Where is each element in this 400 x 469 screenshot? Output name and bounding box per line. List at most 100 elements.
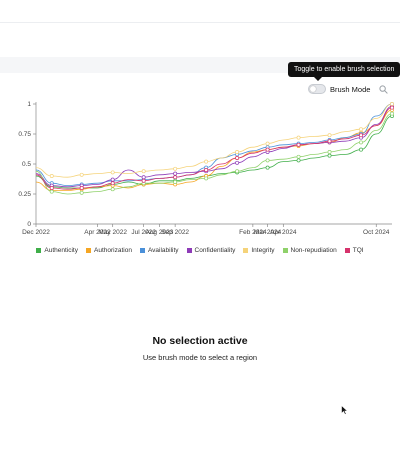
legend-label: Confidentiality bbox=[194, 247, 236, 254]
legend-swatch bbox=[139, 248, 145, 253]
y-tick-label: 0.25 bbox=[18, 191, 31, 198]
legend-item[interactable]: Confidentiality bbox=[186, 247, 236, 254]
header-divider bbox=[0, 22, 400, 23]
data-point[interactable] bbox=[235, 169, 240, 174]
brush-toolbar: Brush Mode bbox=[308, 83, 370, 95]
legend-swatch bbox=[344, 248, 350, 253]
data-point[interactable] bbox=[49, 186, 54, 190]
data-point[interactable] bbox=[173, 175, 178, 180]
data-point[interactable] bbox=[204, 176, 209, 181]
legend-item[interactable]: Integrity bbox=[243, 247, 275, 254]
legend-swatch bbox=[282, 248, 288, 253]
data-point[interactable] bbox=[235, 150, 240, 154]
series-line bbox=[35, 103, 393, 187]
legend-item[interactable]: Authorization bbox=[86, 247, 132, 254]
data-point[interactable] bbox=[265, 147, 270, 152]
x-tick-label: Mar 2024 bbox=[254, 229, 282, 236]
data-point[interactable] bbox=[110, 181, 115, 186]
data-point[interactable] bbox=[296, 154, 301, 159]
y-tick-label: 0 bbox=[27, 221, 31, 228]
data-point[interactable] bbox=[327, 153, 332, 158]
data-point[interactable] bbox=[235, 156, 240, 160]
brush-mode-toggle[interactable] bbox=[308, 84, 326, 94]
legend-swatch bbox=[186, 248, 192, 253]
data-point[interactable] bbox=[359, 133, 363, 138]
data-point[interactable] bbox=[173, 171, 178, 176]
y-tick-label: 0.75 bbox=[18, 131, 31, 138]
data-point[interactable] bbox=[235, 160, 240, 165]
data-point[interactable] bbox=[296, 158, 301, 163]
legend-label: Authorization bbox=[94, 247, 132, 254]
x-tick-label: Dec 2022 bbox=[22, 229, 50, 236]
magnifier-icon[interactable] bbox=[379, 85, 388, 94]
toggle-knob bbox=[310, 86, 316, 92]
data-point[interactable] bbox=[110, 170, 115, 175]
data-point[interactable] bbox=[390, 105, 394, 110]
legend-label: Authenticity bbox=[44, 247, 78, 254]
legend-label: Availability bbox=[147, 247, 179, 254]
legend-label: Integrity bbox=[251, 247, 275, 254]
data-point[interactable] bbox=[141, 178, 146, 183]
data-point[interactable] bbox=[79, 172, 84, 177]
series-line bbox=[35, 107, 393, 190]
x-tick-label: Oct 2024 bbox=[363, 229, 390, 236]
legend-item[interactable]: Authenticity bbox=[36, 247, 78, 254]
data-point[interactable] bbox=[173, 166, 178, 171]
data-point[interactable] bbox=[265, 158, 270, 163]
mouse-cursor-icon bbox=[341, 405, 348, 415]
series-availability[interactable] bbox=[35, 102, 394, 187]
data-point[interactable] bbox=[173, 180, 178, 184]
y-tick-label: 0.5 bbox=[22, 161, 31, 168]
series-line bbox=[35, 113, 393, 195]
data-point[interactable] bbox=[110, 177, 115, 182]
data-point[interactable] bbox=[79, 186, 84, 190]
x-tick-label: Apr 2024 bbox=[270, 229, 297, 236]
x-tick-label: Sep 2022 bbox=[161, 229, 189, 236]
data-point[interactable] bbox=[141, 175, 146, 180]
legend-swatch bbox=[243, 248, 249, 253]
y-tick-label: 1 bbox=[27, 101, 31, 108]
empty-state-title: No selection active bbox=[152, 335, 248, 347]
data-point[interactable] bbox=[49, 174, 54, 178]
data-point[interactable] bbox=[359, 140, 363, 145]
series-line bbox=[35, 115, 393, 189]
series-non-repudiation[interactable] bbox=[35, 111, 394, 195]
data-point[interactable] bbox=[204, 168, 209, 172]
x-tick-label: May 2022 bbox=[98, 229, 127, 236]
data-point[interactable] bbox=[296, 142, 301, 147]
empty-state-subtitle: Use brush mode to select a region bbox=[142, 353, 258, 362]
data-point[interactable] bbox=[390, 111, 394, 116]
legend-swatch bbox=[36, 248, 42, 253]
series-line bbox=[35, 103, 393, 178]
data-point[interactable] bbox=[110, 187, 115, 192]
series-integrity[interactable] bbox=[35, 102, 394, 178]
legend-label: Non-repudiation bbox=[290, 247, 337, 254]
legend-item[interactable]: Availability bbox=[139, 247, 179, 254]
data-point[interactable] bbox=[296, 135, 301, 140]
data-point[interactable] bbox=[141, 169, 146, 174]
brush-mode-label: Brush Mode bbox=[330, 84, 371, 94]
legend-swatch bbox=[86, 248, 91, 253]
series-authenticity[interactable] bbox=[35, 114, 394, 190]
data-point[interactable] bbox=[79, 190, 84, 195]
x-tick-label: Jul 2022 bbox=[131, 229, 156, 236]
data-point[interactable] bbox=[265, 165, 270, 170]
data-point[interactable] bbox=[390, 102, 394, 106]
data-point[interactable] bbox=[265, 141, 270, 146]
legend-item[interactable]: Non-repudiation bbox=[282, 247, 337, 254]
x-tick-label: Apr 2022 bbox=[84, 229, 111, 236]
data-point[interactable] bbox=[359, 127, 363, 132]
brush-tooltip: Toggle to enable brush selection bbox=[288, 62, 400, 81]
data-point[interactable] bbox=[327, 139, 332, 144]
x-tick-label: Feb 2024 bbox=[239, 229, 267, 236]
legend-item[interactable]: TQI bbox=[344, 247, 364, 254]
data-point[interactable] bbox=[204, 159, 209, 164]
data-point[interactable] bbox=[327, 133, 332, 138]
series-tqi[interactable] bbox=[35, 105, 394, 190]
data-point[interactable] bbox=[359, 147, 363, 152]
data-point[interactable] bbox=[49, 189, 54, 194]
data-point[interactable] bbox=[327, 150, 332, 154]
legend-label: TQI bbox=[352, 247, 364, 254]
